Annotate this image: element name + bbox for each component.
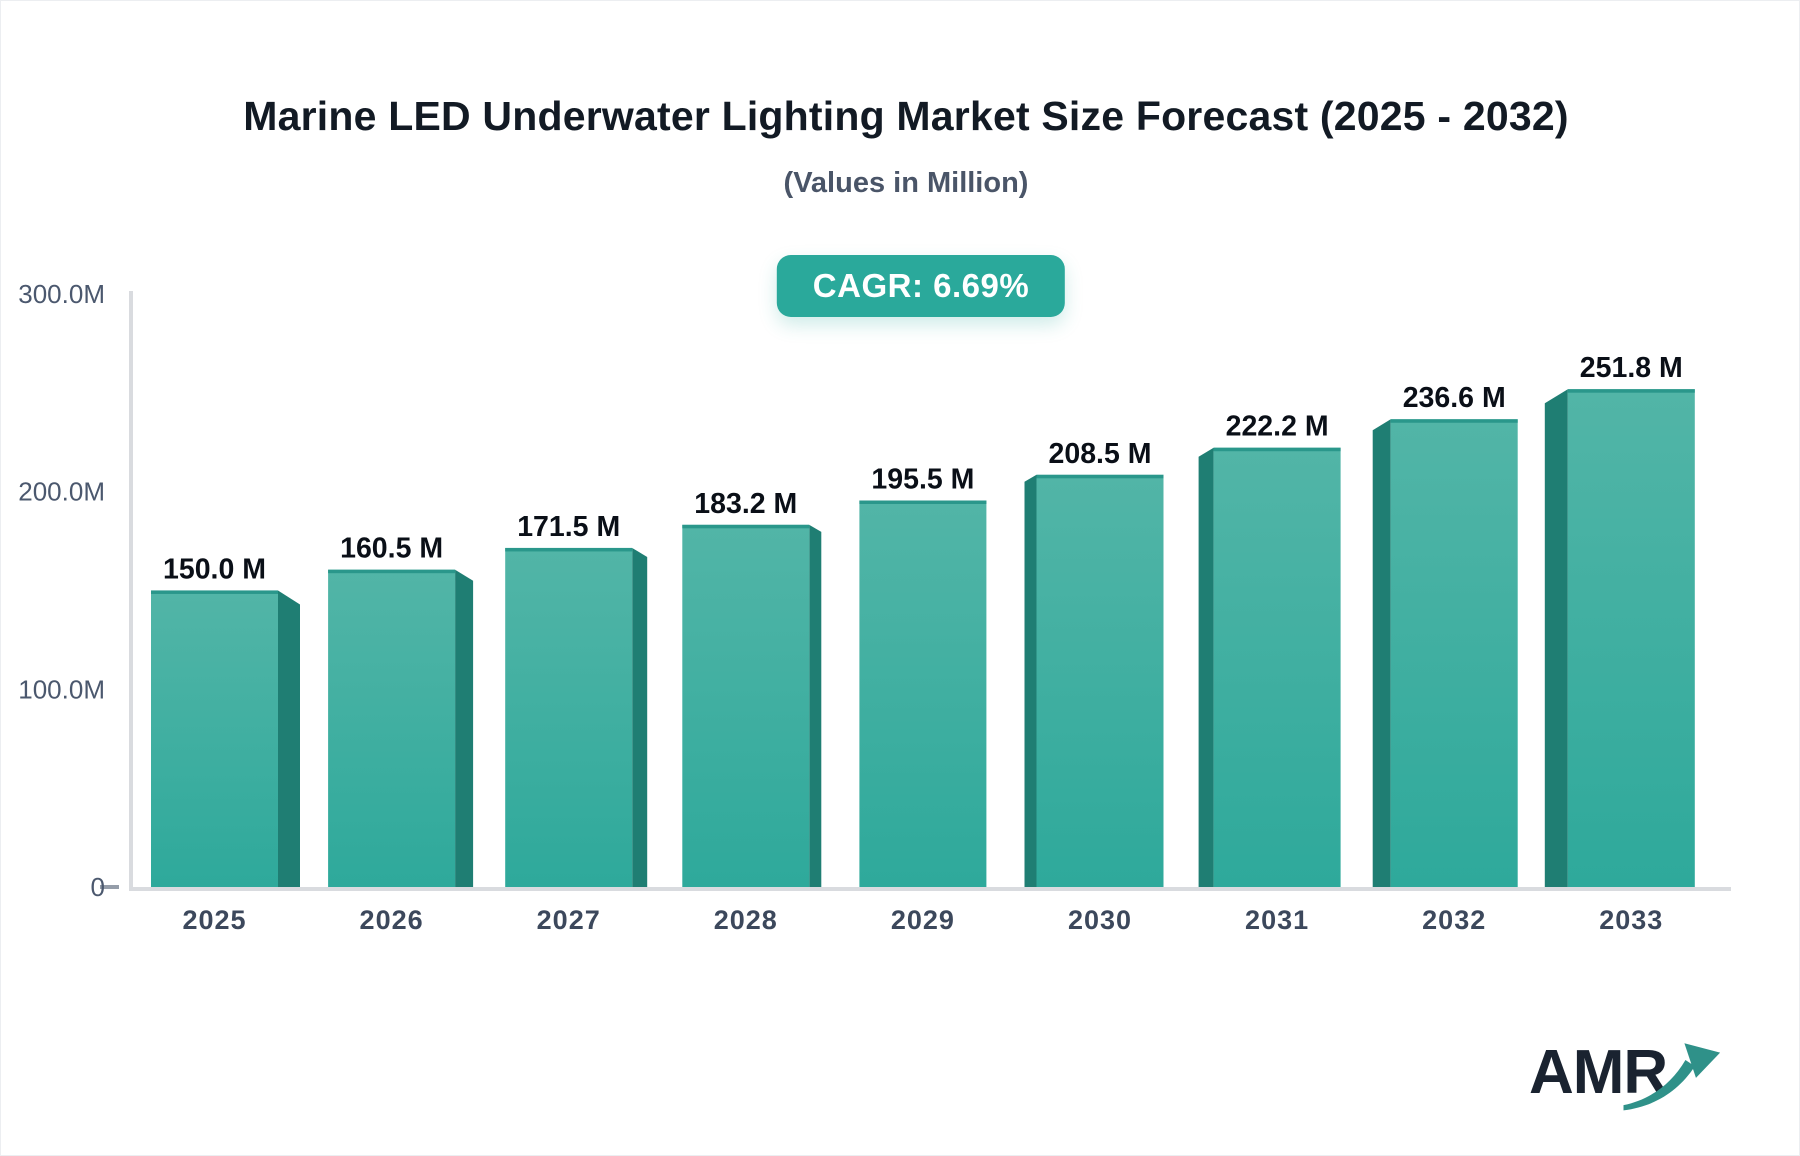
bar-2031 (1198, 447, 1341, 887)
bar-front-face (505, 547, 633, 887)
bar-value-label: 251.8 M (1580, 352, 1683, 384)
bar-2025 (151, 590, 300, 887)
bar-front-face (859, 500, 987, 887)
bar-front-face (328, 569, 456, 887)
bar-top-edge (859, 500, 987, 504)
bar-side-face (809, 524, 822, 887)
x-tick-label: 2029 (891, 905, 955, 935)
bar-top-edge (151, 590, 278, 594)
bar-value-label: 222.2 M (1226, 411, 1329, 443)
cagr-badge: CAGR: 6.69% (776, 255, 1066, 317)
x-tick-label: 2033 (1599, 905, 1663, 935)
bar-value-label: 150.0 M (163, 553, 266, 585)
bar-2026 (328, 569, 474, 887)
bar-front-face (1390, 419, 1518, 887)
bar-side-face (632, 547, 648, 887)
bar-top-edge (1036, 474, 1164, 479)
bar-value-label: 236.6 M (1403, 382, 1506, 414)
bar-front-face (1036, 474, 1164, 887)
bar-top-edge (505, 547, 633, 552)
bar-value-label: 208.5 M (1049, 438, 1152, 470)
bar-side-face (455, 569, 474, 887)
x-tick-label: 2027 (537, 905, 601, 935)
x-tick-label: 2028 (714, 905, 778, 935)
bar-2033 (1544, 389, 1695, 887)
bar-2029 (859, 500, 987, 887)
bar-top-edge (1390, 419, 1518, 423)
y-tick-label: 100.0M (18, 674, 105, 704)
x-tick-label: 2026 (360, 905, 424, 935)
chart-subtitle: (Values in Million) (783, 167, 1029, 199)
y-tick-label: 200.0M (18, 477, 105, 507)
bar-2027 (505, 547, 648, 887)
bar-front-face (682, 524, 810, 887)
bar-value-label: 195.5 M (871, 463, 974, 495)
y-tick-label: 300.0M (18, 279, 105, 309)
growth-arrow-icon (1623, 1043, 1721, 1111)
bar-2030 (1024, 474, 1164, 887)
bar-side-face (1024, 474, 1037, 887)
bar-top-edge (1213, 447, 1341, 452)
bar-side-face (1544, 389, 1568, 887)
bar-top-edge (682, 524, 810, 529)
bar-2028 (682, 524, 822, 887)
y-axis-line (129, 291, 133, 891)
bar-front-face (1213, 447, 1341, 887)
bar-side-face (1372, 419, 1391, 887)
bar-value-label: 171.5 M (517, 511, 620, 543)
x-tick-label: 2025 (182, 905, 246, 935)
amr-logo: AMR (1529, 1029, 1739, 1125)
bars-layer (151, 389, 1695, 887)
amr-logo-text: AMR (1529, 1038, 1668, 1107)
x-tick-label: 2030 (1068, 905, 1132, 935)
x-tick-label: 2032 (1422, 905, 1486, 935)
zero-tick-mark (100, 885, 119, 889)
bar-top-edge (328, 569, 456, 574)
bar-value-label: 183.2 M (694, 488, 797, 520)
bar-side-face (1198, 447, 1214, 887)
bar-front-face (1567, 389, 1695, 887)
chart-title: Marine LED Underwater Lighting Market Si… (243, 93, 1569, 139)
labels-layer: 300.0M 200.0M 100.0M 0 150.0 M 2025 160.5 M 202… (18, 279, 1683, 935)
bar-side-face (278, 590, 300, 887)
bar-value-label: 160.5 M (340, 533, 443, 565)
x-axis-line (129, 887, 1731, 891)
bar-top-edge (1567, 389, 1695, 393)
bar-2032 (1372, 419, 1518, 887)
bar-front-face (151, 590, 278, 887)
axes-layer (100, 291, 1731, 891)
x-tick-label: 2031 (1245, 905, 1309, 935)
y-tick-label: 0 (91, 872, 105, 902)
